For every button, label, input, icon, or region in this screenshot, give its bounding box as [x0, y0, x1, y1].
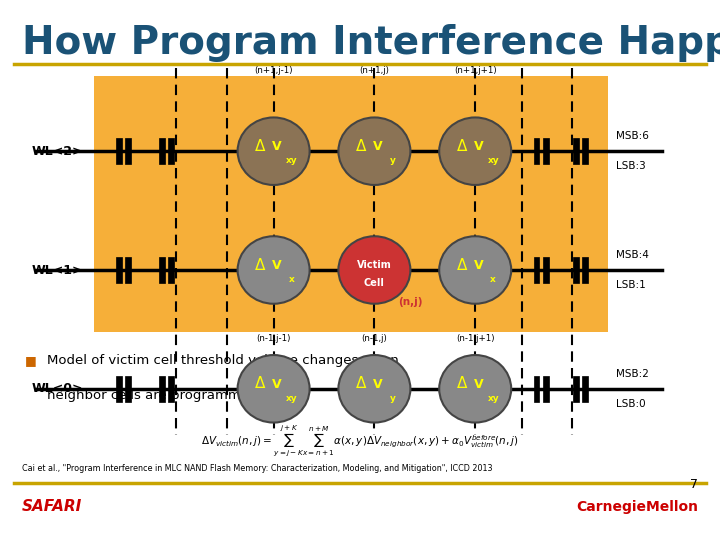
Text: V: V	[474, 140, 484, 153]
Text: $\Delta$: $\Delta$	[456, 256, 469, 273]
Ellipse shape	[439, 117, 511, 185]
Bar	[573, 257, 579, 283]
Text: LSB:3: LSB:3	[616, 161, 645, 171]
Text: (n-1,j+1): (n-1,j+1)	[456, 334, 495, 343]
Ellipse shape	[238, 355, 310, 422]
Text: $\Delta$: $\Delta$	[456, 138, 469, 154]
Text: MSB:6: MSB:6	[616, 131, 649, 141]
Ellipse shape	[439, 355, 511, 422]
Text: WL<0>: WL<0>	[31, 382, 83, 395]
Ellipse shape	[338, 117, 410, 185]
Text: x: x	[289, 275, 294, 284]
Text: x: x	[490, 275, 496, 284]
Ellipse shape	[439, 237, 511, 303]
Text: CarnegieMellon: CarnegieMellon	[577, 500, 698, 514]
Bar	[534, 376, 539, 402]
Bar	[573, 376, 579, 402]
Text: (n+1,j+1): (n+1,j+1)	[454, 65, 497, 75]
FancyBboxPatch shape	[94, 76, 608, 332]
Text: Victim: Victim	[357, 260, 392, 269]
Text: (n+1,j-1): (n+1,j-1)	[254, 65, 293, 75]
Text: (n-1,j): (n-1,j)	[361, 334, 387, 343]
Bar	[116, 376, 122, 402]
Text: SAFARI: SAFARI	[22, 499, 82, 514]
Bar	[168, 138, 174, 164]
Text: WL<1>: WL<1>	[31, 264, 83, 276]
Text: xy: xy	[286, 157, 297, 165]
Text: $\Delta$: $\Delta$	[254, 138, 267, 154]
Text: LSB:1: LSB:1	[616, 280, 645, 290]
Text: 7: 7	[690, 478, 698, 491]
Text: y: y	[390, 394, 395, 403]
Text: How Program Interference Happens: How Program Interference Happens	[22, 24, 720, 62]
Text: $\Delta$: $\Delta$	[254, 256, 267, 273]
Bar	[168, 257, 174, 283]
Bar	[125, 376, 131, 402]
Ellipse shape	[238, 237, 310, 303]
Text: MSB:4: MSB:4	[616, 250, 649, 260]
Text: V: V	[373, 378, 383, 391]
Text: Cell: Cell	[364, 279, 384, 288]
Bar	[582, 257, 588, 283]
Bar	[116, 257, 122, 283]
Text: $\Delta$: $\Delta$	[355, 138, 368, 154]
Text: Cai et al., "Program Interference in MLC NAND Flash Memory: Characterization, Mo: Cai et al., "Program Interference in MLC…	[22, 464, 492, 474]
Text: y: y	[390, 157, 395, 165]
Bar	[534, 257, 539, 283]
Ellipse shape	[238, 117, 310, 185]
Text: Model of victim cell threshold voltage changes when: Model of victim cell threshold voltage c…	[47, 354, 399, 367]
Text: xy: xy	[286, 394, 297, 403]
Ellipse shape	[338, 355, 410, 422]
Bar	[125, 138, 131, 164]
Bar	[159, 376, 165, 402]
Text: $\Delta V_{victim}(n,j) = \sum_{y=j-K}^{j+K}\sum_{x=n+1}^{n+M}\alpha(x,y)\Delta : $\Delta V_{victim}(n,j) = \sum_{y=j-K}^{…	[201, 424, 519, 459]
Text: (n+1,j): (n+1,j)	[359, 65, 390, 75]
Text: ■: ■	[25, 354, 37, 367]
Bar	[543, 257, 549, 283]
Text: V: V	[272, 378, 282, 391]
Bar	[159, 138, 165, 164]
Ellipse shape	[338, 237, 410, 303]
Text: (n-1,j-1): (n-1,j-1)	[256, 334, 291, 343]
Bar	[168, 376, 174, 402]
Text: $\Delta$: $\Delta$	[355, 375, 368, 391]
Text: V: V	[272, 259, 282, 272]
Bar	[573, 138, 579, 164]
Text: $\Delta$: $\Delta$	[456, 375, 469, 391]
Bar	[125, 257, 131, 283]
Bar	[582, 138, 588, 164]
Text: neighbor cells are programmed: neighbor cells are programmed	[47, 389, 257, 402]
Text: MSB:2: MSB:2	[616, 369, 649, 379]
Text: V: V	[474, 259, 484, 272]
Bar	[582, 376, 588, 402]
Bar	[543, 138, 549, 164]
Bar	[543, 376, 549, 402]
Text: xy: xy	[487, 157, 499, 165]
Text: LSB:0: LSB:0	[616, 399, 645, 409]
Text: WL<2>: WL<2>	[31, 145, 83, 158]
Text: xy: xy	[487, 394, 499, 403]
Bar	[159, 257, 165, 283]
Text: V: V	[474, 378, 484, 391]
Bar	[116, 138, 122, 164]
Text: V: V	[272, 140, 282, 153]
Bar	[534, 138, 539, 164]
Text: $\Delta$: $\Delta$	[254, 375, 267, 391]
Text: V: V	[373, 140, 383, 153]
Text: (n,j): (n,j)	[398, 297, 423, 307]
